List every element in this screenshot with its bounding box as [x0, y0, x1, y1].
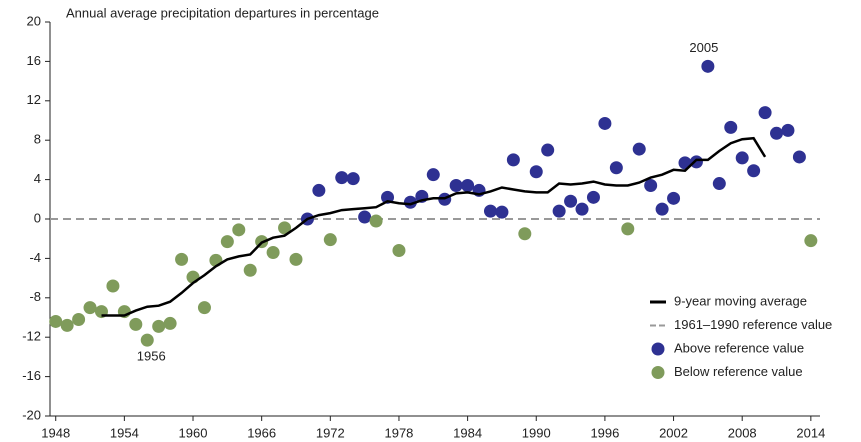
data-point [735, 151, 749, 165]
x-tick-label: 2002 [659, 425, 688, 440]
data-point [506, 153, 520, 167]
data-point [129, 317, 143, 331]
data-point [140, 333, 154, 347]
y-tick-label: 12 [27, 92, 41, 107]
data-point [426, 168, 440, 182]
y-tick-label: -12 [22, 329, 41, 344]
annotation: 2005 [689, 40, 718, 55]
data-point [804, 234, 818, 248]
y-tick-label: -4 [29, 250, 41, 265]
data-point [60, 318, 74, 332]
data-point [278, 221, 292, 235]
y-tick-label: -16 [22, 368, 41, 383]
chart-title: Annual average precipitation departures … [66, 5, 379, 20]
data-point [747, 164, 761, 178]
x-tick-label: 2014 [796, 425, 825, 440]
data-point [689, 155, 703, 169]
data-point [781, 123, 795, 137]
data-point [655, 202, 669, 216]
data-point [323, 233, 337, 247]
legend-label: Above reference value [674, 340, 804, 355]
data-point [529, 165, 543, 179]
moving-average-line [101, 136, 767, 317]
data-point [220, 235, 234, 249]
data-point [392, 244, 406, 258]
data-point [564, 194, 578, 208]
legend-label: 1961–1990 reference value [674, 317, 832, 332]
y-tick-label: 20 [27, 13, 41, 28]
x-tick-label: 1972 [316, 425, 345, 440]
x-tick-label: 2008 [728, 425, 757, 440]
y-tick-label: 4 [34, 171, 41, 186]
data-point [358, 210, 372, 224]
x-tick-label: 1978 [384, 425, 413, 440]
data-point [163, 316, 177, 330]
data-point [289, 252, 303, 266]
data-point [586, 190, 600, 204]
data-point [243, 263, 257, 277]
data-point [667, 191, 681, 205]
x-tick-label: 1966 [247, 425, 276, 440]
data-point [770, 126, 784, 140]
data-point [598, 116, 612, 130]
data-point [495, 205, 509, 219]
y-tick-label: -20 [22, 407, 41, 422]
x-tick-label: 1960 [179, 425, 208, 440]
data-point [403, 195, 417, 209]
data-point [483, 204, 497, 218]
data-point [197, 301, 211, 315]
data-point [461, 179, 475, 193]
x-tick-label: 1996 [590, 425, 619, 440]
annotation: 1956 [137, 349, 166, 364]
x-tick-label: 1948 [41, 425, 70, 440]
data-point [49, 314, 63, 328]
data-point [175, 252, 189, 266]
data-point [701, 59, 715, 73]
y-tick-label: 16 [27, 53, 41, 68]
data-point [575, 202, 589, 216]
data-point [724, 120, 738, 134]
y-tick-label: -8 [29, 289, 41, 304]
data-point [232, 223, 246, 237]
y-tick-label: 0 [34, 210, 41, 225]
legend-swatch [651, 366, 665, 379]
data-point [369, 214, 383, 228]
legend-label: 9-year moving average [674, 293, 807, 308]
data-point [72, 312, 86, 326]
data-point [609, 161, 623, 175]
data-point [632, 142, 646, 156]
data-point [335, 171, 349, 185]
data-point [621, 222, 635, 236]
y-tick-label: 8 [34, 132, 41, 147]
data-point [758, 106, 772, 120]
data-point [312, 183, 326, 197]
legend-swatch [651, 342, 665, 356]
data-point [152, 319, 166, 333]
data-point [792, 150, 806, 164]
legend-label: Below reference value [674, 364, 803, 379]
data-point [518, 227, 532, 241]
x-tick-label: 1984 [453, 425, 482, 440]
data-point [644, 179, 658, 193]
data-point [346, 172, 360, 186]
x-tick-label: 1954 [110, 425, 139, 440]
data-point [541, 143, 555, 157]
data-point [266, 245, 280, 259]
data-point [449, 179, 463, 193]
data-point [552, 204, 566, 218]
data-point [83, 301, 97, 315]
data-point [106, 279, 120, 293]
data-point [712, 177, 726, 191]
x-tick-label: 1990 [522, 425, 551, 440]
